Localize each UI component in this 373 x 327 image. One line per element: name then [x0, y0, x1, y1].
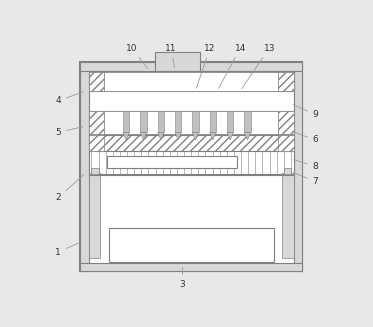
- Polygon shape: [140, 132, 147, 140]
- Bar: [175, 111, 181, 132]
- Text: 4: 4: [55, 92, 83, 105]
- Text: 14: 14: [219, 43, 246, 88]
- Text: 8: 8: [294, 160, 318, 171]
- Bar: [140, 111, 147, 132]
- Polygon shape: [227, 132, 233, 140]
- Text: 13: 13: [242, 43, 275, 89]
- Bar: [227, 111, 233, 132]
- Bar: [88, 111, 104, 134]
- Bar: [192, 111, 199, 132]
- Polygon shape: [123, 132, 129, 140]
- Text: 6: 6: [294, 132, 318, 145]
- Bar: [244, 111, 251, 132]
- Bar: [278, 135, 294, 151]
- Bar: [107, 156, 238, 168]
- Bar: [155, 52, 200, 71]
- Text: 12: 12: [197, 43, 216, 88]
- Bar: [80, 62, 303, 71]
- Text: 10: 10: [126, 43, 148, 69]
- Bar: [210, 111, 216, 132]
- Text: 1: 1: [55, 242, 82, 256]
- Bar: [104, 111, 278, 134]
- Text: 5: 5: [55, 127, 83, 137]
- Polygon shape: [244, 132, 251, 140]
- Bar: [88, 72, 294, 91]
- Polygon shape: [210, 132, 216, 140]
- Bar: [91, 168, 98, 174]
- Bar: [282, 173, 294, 258]
- Bar: [88, 173, 100, 258]
- Text: 11: 11: [165, 43, 177, 68]
- Bar: [123, 111, 129, 132]
- Bar: [88, 135, 104, 151]
- Bar: [88, 135, 294, 151]
- Text: 3: 3: [180, 267, 185, 289]
- Text: 7: 7: [294, 172, 318, 186]
- Polygon shape: [158, 132, 164, 140]
- Bar: [88, 111, 294, 134]
- Bar: [158, 111, 164, 132]
- Bar: [283, 168, 291, 174]
- Polygon shape: [192, 132, 199, 140]
- Bar: [80, 62, 303, 271]
- Text: 2: 2: [55, 175, 84, 202]
- Bar: [294, 62, 303, 271]
- Text: 9: 9: [294, 105, 318, 119]
- Bar: [109, 228, 273, 262]
- Polygon shape: [175, 132, 181, 140]
- Bar: [104, 72, 278, 91]
- Bar: [278, 111, 294, 134]
- Bar: [88, 151, 294, 174]
- Bar: [88, 72, 104, 91]
- Bar: [80, 62, 88, 271]
- Bar: [278, 72, 294, 91]
- Bar: [80, 263, 303, 271]
